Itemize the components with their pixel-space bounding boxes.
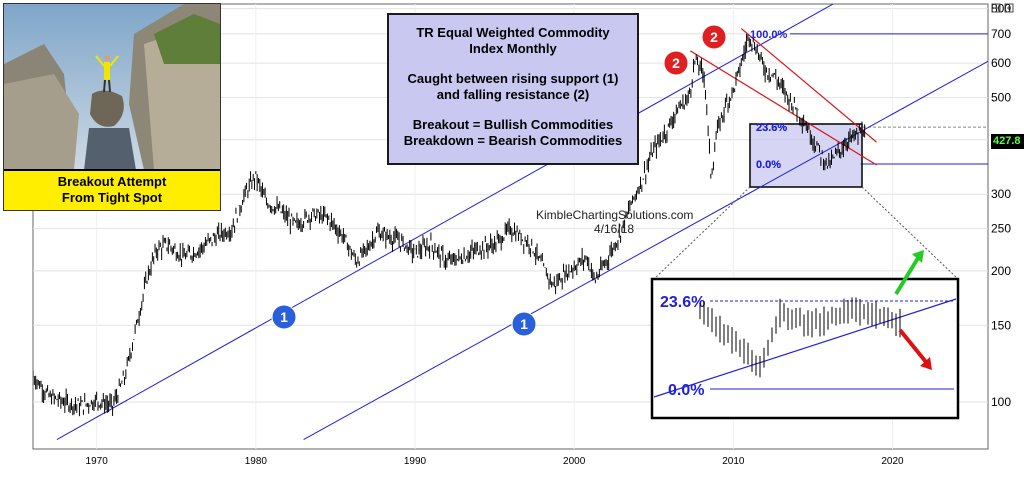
y-tick-label: 250 — [991, 222, 1011, 236]
fib-level-label: 0.0% — [756, 159, 781, 171]
caption-line-2: From Tight Spot — [61, 190, 163, 205]
x-tick-label: 1990 — [404, 456, 427, 467]
caption-line-1: Breakout Attempt — [57, 174, 167, 189]
support-marker-label: 1 — [280, 309, 288, 325]
resistance-marker-circle — [663, 50, 689, 76]
x-tick-label: 2000 — [563, 456, 586, 467]
chart-title-line-1: TR Equal Weighted Commodity — [416, 25, 610, 40]
breakdown-arrowhead — [920, 357, 932, 370]
y-tick-label: 200 — [991, 264, 1011, 278]
inset-upper-label: 23.6% — [660, 294, 705, 311]
fib-level-label: 100.0% — [750, 29, 788, 41]
resistance-line — [740, 28, 877, 143]
photo-caption: Breakout Attempt From Tight Spot — [4, 169, 220, 210]
annotation-box: TR Equal Weighted Commodity Index Monthl… — [387, 13, 639, 165]
breakout-line: Breakout = Bullish Commodities — [412, 117, 614, 132]
thesis-line-2: and falling resistance (2) — [436, 87, 590, 102]
watermark: KimbleChartingSolutions.com 4/16/18 — [536, 208, 716, 236]
y-tick-label: 150 — [991, 318, 1011, 332]
support-line — [303, 60, 988, 440]
breakdown-line: Breakdown = Bearish Commodities — [403, 133, 623, 148]
chart-title-line-2: Index Monthly — [469, 41, 557, 56]
resistance-marker-label: 2 — [672, 55, 680, 71]
inset-support-line — [653, 298, 957, 398]
support-marker-label: 1 — [520, 316, 528, 332]
breakout-arrowhead — [912, 250, 924, 263]
y-tick-label: 500 — [991, 91, 1011, 105]
cliff-photo — [4, 4, 220, 170]
last-price-tag: 427.8 — [991, 134, 1024, 149]
y-tick-label: 700 — [991, 27, 1011, 41]
resistance-line — [690, 50, 877, 166]
fib-level-label: 0.0% — [756, 159, 781, 171]
support-marker-circle — [511, 311, 537, 337]
breakout-arrow — [894, 256, 920, 296]
watermark-text: KimbleChartingSolutions.com — [536, 208, 694, 222]
y-tick-label: 600 — [991, 56, 1011, 70]
inset-series — [699, 297, 901, 378]
breakdown-arrow — [898, 328, 928, 364]
x-tick-label: 1980 — [245, 456, 268, 467]
support-line — [56, 4, 835, 440]
x-tick-label: 2010 — [722, 456, 745, 467]
x-tick-label: 1970 — [86, 456, 109, 467]
scale-icon[interactable] — [991, 3, 1019, 13]
y-tick-label: 100 — [991, 395, 1011, 409]
resistance-marker-label: 2 — [710, 29, 718, 45]
fib-level-label: 23.6% — [756, 122, 787, 134]
scale-controls[interactable] — [991, 3, 1021, 16]
resistance-marker-circle — [701, 24, 727, 50]
support-marker-circle — [271, 304, 297, 330]
inset-lower-label: 0.0% — [668, 382, 704, 399]
photo-panel: Breakout Attempt From Tight Spot — [3, 3, 221, 211]
y-tick-label: 300 — [991, 187, 1011, 201]
thesis-line-1: Caught between rising support (1) — [407, 71, 619, 86]
watermark-date: 4/16/18 — [594, 222, 635, 236]
fib-level-label: 23.6% — [756, 122, 787, 134]
x-tick-label: 2020 — [881, 456, 904, 467]
price-series — [33, 33, 866, 417]
